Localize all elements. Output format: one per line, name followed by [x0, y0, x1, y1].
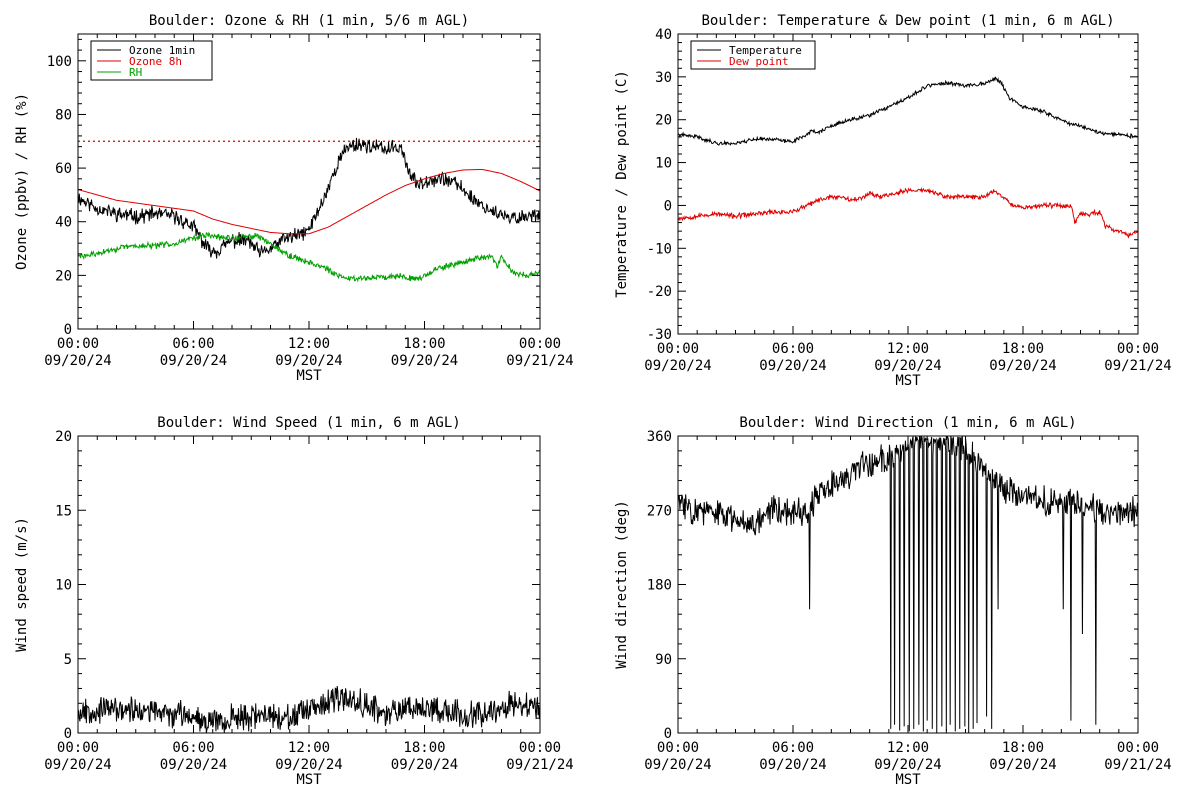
- x-tick-time-label: 06:00: [172, 740, 214, 756]
- x-tick-date-label: 09/20/24: [160, 353, 227, 369]
- x-axis-label: MST: [296, 368, 322, 384]
- y-tick-label: 360: [647, 429, 672, 445]
- x-tick-time-label: 18:00: [403, 740, 445, 756]
- y-tick-label: 0: [64, 322, 72, 338]
- y-axis-label: Wind direction (deg): [614, 500, 630, 669]
- x-tick-date-label: 09/20/24: [44, 353, 111, 369]
- x-tick-time-label: 12:00: [887, 740, 929, 756]
- y-tick-label: 30: [655, 70, 672, 86]
- x-axis-label: MST: [296, 772, 322, 788]
- y-tick-label: 100: [47, 54, 72, 70]
- x-tick-time-label: 00:00: [57, 336, 99, 352]
- y-tick-label: 10: [655, 156, 672, 172]
- x-tick-date-label: 09/20/24: [391, 757, 458, 773]
- legend-label: Ozone 1min: [129, 44, 195, 57]
- x-tick-date-label: 09/20/24: [644, 358, 711, 374]
- chart-panel-1: 02040608010000:0009/20/2406:0009/20/2412…: [14, 13, 574, 384]
- y-tick-label: 90: [655, 652, 672, 668]
- x-tick-time-label: 00:00: [1117, 740, 1159, 756]
- y-tick-label: -20: [647, 284, 672, 300]
- y-tick-label: 20: [655, 113, 672, 129]
- plot-frame: [77, 435, 541, 734]
- y-tick-label: 0: [64, 726, 72, 742]
- chart-title: Boulder: Ozone & RH (1 min, 5/6 m AGL): [149, 13, 469, 29]
- chart-title: Boulder: Temperature & Dew point (1 min,…: [701, 13, 1114, 29]
- x-tick-time-label: 00:00: [657, 740, 699, 756]
- x-tick-date-label: 09/20/24: [989, 757, 1056, 773]
- y-tick-label: 20: [55, 429, 72, 445]
- chart-title: Boulder: Wind Direction (1 min, 6 m AGL): [739, 415, 1076, 431]
- x-axis-label: MST: [895, 772, 921, 788]
- x-tick-time-label: 00:00: [57, 740, 99, 756]
- x-tick-date-label: 09/20/24: [759, 358, 826, 374]
- x-tick-time-label: 00:00: [519, 740, 561, 756]
- series-line-series-1: [678, 436, 1138, 733]
- x-tick-time-label: 00:00: [657, 341, 699, 357]
- x-tick-date-label: 09/20/24: [391, 353, 458, 369]
- y-tick-label: 15: [55, 503, 72, 519]
- x-tick-date-label: 09/21/24: [1104, 358, 1171, 374]
- x-axis-label: MST: [895, 373, 921, 389]
- x-tick-time-label: 12:00: [288, 336, 330, 352]
- x-tick-time-label: 12:00: [887, 341, 929, 357]
- plot-frame: [677, 435, 1139, 734]
- y-tick-label: 40: [655, 27, 672, 43]
- series-line-ozone-8h: [78, 168, 540, 235]
- y-tick-label: 20: [55, 268, 72, 284]
- y-tick-label: -10: [647, 241, 672, 257]
- y-axis-label: Temperature / Dew point (C): [614, 70, 630, 298]
- y-tick-label: 0: [664, 726, 672, 742]
- chart-panel-3: 0510152000:0009/20/2406:0009/20/2412:000…: [14, 415, 574, 788]
- x-tick-date-label: 09/20/24: [874, 358, 941, 374]
- x-tick-date-label: 09/21/24: [506, 353, 573, 369]
- chart-panel-2: -30-20-1001020304000:0009/20/2406:0009/2…: [614, 13, 1172, 389]
- legend-label: Ozone 8h: [129, 55, 182, 68]
- plot-frame: [677, 33, 1139, 335]
- x-tick-date-label: 09/20/24: [759, 757, 826, 773]
- y-axis-label: Ozone (ppbv) / RH (%): [14, 93, 30, 270]
- legend-label: Temperature: [729, 44, 802, 57]
- x-tick-date-label: 09/20/24: [874, 757, 941, 773]
- y-tick-label: 10: [55, 578, 72, 594]
- x-tick-time-label: 06:00: [172, 336, 214, 352]
- x-tick-date-label: 09/21/24: [506, 757, 573, 773]
- x-tick-time-label: 12:00: [288, 740, 330, 756]
- series-line-series-1: [78, 686, 540, 733]
- x-tick-time-label: 00:00: [519, 336, 561, 352]
- x-tick-date-label: 09/20/24: [44, 757, 111, 773]
- y-tick-label: 80: [55, 107, 72, 123]
- y-tick-label: 60: [55, 161, 72, 177]
- y-tick-label: 5: [64, 652, 72, 668]
- x-tick-time-label: 18:00: [1002, 740, 1044, 756]
- legend-label: RH: [129, 66, 142, 79]
- y-tick-label: -30: [647, 327, 672, 343]
- x-tick-time-label: 18:00: [1002, 341, 1044, 357]
- y-tick-label: 180: [647, 578, 672, 594]
- x-tick-date-label: 09/20/24: [275, 757, 342, 773]
- y-tick-label: 270: [647, 503, 672, 519]
- x-tick-time-label: 00:00: [1117, 341, 1159, 357]
- y-tick-label: 40: [55, 215, 72, 231]
- x-tick-date-label: 09/20/24: [275, 353, 342, 369]
- x-tick-time-label: 06:00: [772, 740, 814, 756]
- chart-title: Boulder: Wind Speed (1 min, 6 m AGL): [157, 415, 460, 431]
- series-line-rh: [78, 231, 540, 283]
- y-axis-label: Wind speed (m/s): [14, 517, 30, 652]
- x-tick-date-label: 09/20/24: [989, 358, 1056, 374]
- legend-label: Dew point: [729, 55, 789, 68]
- x-tick-time-label: 06:00: [772, 341, 814, 357]
- series-line-temperature: [678, 76, 1138, 146]
- chart-panel-4: 09018027036000:0009/20/2406:0009/20/2412…: [614, 415, 1172, 788]
- x-tick-date-label: 09/21/24: [1104, 757, 1171, 773]
- y-tick-label: 0: [664, 198, 672, 214]
- x-tick-date-label: 09/20/24: [160, 757, 227, 773]
- legend-box: [690, 40, 816, 70]
- series-line-dew-point: [678, 186, 1138, 239]
- x-tick-time-label: 18:00: [403, 336, 445, 352]
- x-tick-date-label: 09/20/24: [644, 757, 711, 773]
- series-line-ozone-1min: [78, 137, 540, 259]
